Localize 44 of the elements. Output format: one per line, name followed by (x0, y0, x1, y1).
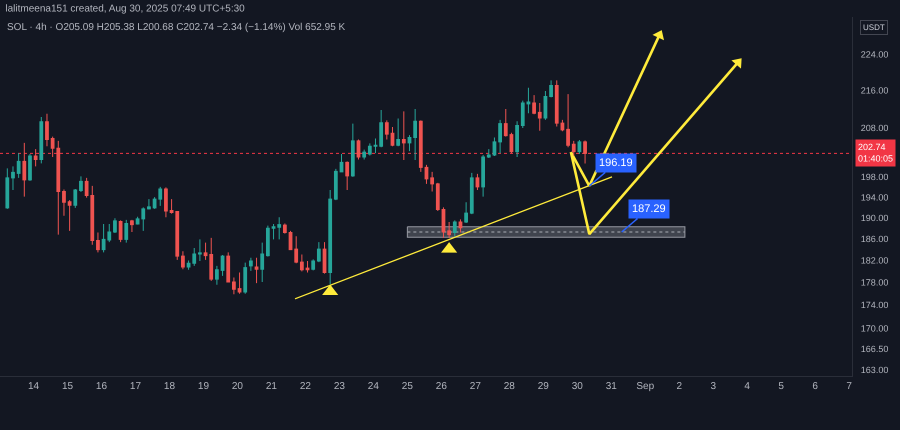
x-tick-label: 3 (710, 381, 716, 392)
y-tick-label: 186.00 (860, 234, 888, 244)
annotation: 187.29 (632, 203, 666, 215)
x-tick-label: 22 (300, 381, 312, 392)
y-tick-label: 224.00 (860, 50, 888, 60)
x-tick-label: 14 (28, 381, 40, 392)
x-tick-label: 6 (812, 381, 818, 392)
y-tick-label: 166.50 (860, 344, 888, 354)
x-tick-label: 15 (62, 381, 74, 392)
y-tick-label: 178.00 (860, 278, 888, 288)
x-tick-label: Sep (636, 381, 655, 392)
x-tick-label: 2 (676, 381, 682, 392)
x-tick-label: 30 (572, 381, 584, 392)
x-tick-label: 31 (606, 381, 618, 392)
text: USDT (863, 23, 885, 32)
y-tick-label: 198.00 (860, 172, 888, 182)
annotation: 196.19 (599, 157, 633, 169)
x-tick-label: 17 (130, 381, 142, 392)
y-tick-label: 174.00 (860, 300, 888, 310)
x-tick-label: 21 (266, 381, 278, 392)
x-tick-label: 20 (232, 381, 244, 392)
x-tick-label: 23 (334, 381, 346, 392)
y-tick-label: 208.00 (860, 123, 888, 134)
y-tick-label: 216.00 (860, 86, 888, 96)
y-tick-label: 163.00 (860, 365, 888, 376)
y-tick-label: 170.00 (860, 323, 888, 334)
x-tick-label: 24 (368, 381, 380, 392)
x-tick-label: 27 (470, 381, 482, 392)
y-tick-label: 182.00 (860, 256, 888, 266)
x-tick-label: 5 (778, 381, 784, 392)
x-tick-label: 19 (198, 381, 210, 392)
x-tick-label: 16 (96, 381, 108, 392)
x-tick-label: 29 (538, 381, 550, 392)
chart-title: lalitmeena151 created, Aug 30, 2025 07:49 UTC+5:30 (5, 4, 246, 14)
x-tick-label: 18 (164, 381, 176, 392)
y-tick-label: 190.00 (860, 212, 888, 223)
x-tick-label: 28 (504, 381, 516, 392)
x-tick-label: 25 (402, 381, 414, 392)
x-tick-label: 26 (436, 381, 448, 392)
x-tick-label: 7 (846, 381, 852, 392)
text: SOL · 4h · O205.09 H205.38 L200.68 C202.74 −2.34 (−1.14%) Vol 652.95 K (7, 22, 346, 33)
y-tick-label: 194.00 (860, 192, 888, 202)
x-tick-label: 4 (744, 381, 750, 392)
ref-line-label: 202.74 01:40:05 (858, 142, 894, 164)
